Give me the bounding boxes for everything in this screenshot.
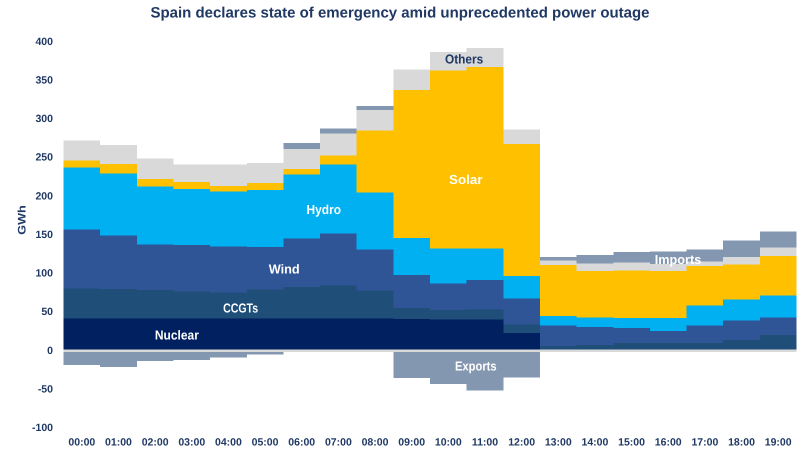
svg-text:15:00: 15:00 — [618, 436, 645, 448]
svg-text:Others: Others — [445, 52, 483, 67]
svg-text:10:00: 10:00 — [435, 436, 462, 448]
svg-text:07:00: 07:00 — [325, 436, 352, 448]
svg-text:04:00: 04:00 — [215, 436, 242, 448]
svg-text:03:00: 03:00 — [178, 436, 205, 448]
svg-text:Solar: Solar — [449, 172, 483, 187]
svg-text:Nuclear: Nuclear — [155, 327, 199, 342]
svg-text:05:00: 05:00 — [252, 436, 279, 448]
svg-text:100: 100 — [35, 268, 53, 280]
svg-text:06:00: 06:00 — [288, 436, 315, 448]
svg-text:300: 300 — [35, 113, 53, 125]
svg-text:16:00: 16:00 — [655, 436, 682, 448]
svg-text:Hydro: Hydro — [307, 202, 342, 217]
svg-text:09:00: 09:00 — [398, 436, 425, 448]
svg-text:13:00: 13:00 — [545, 436, 572, 448]
svg-text:00:00: 00:00 — [68, 436, 95, 448]
svg-text:0: 0 — [47, 345, 53, 357]
svg-text:400: 400 — [35, 36, 53, 48]
svg-text:01:00: 01:00 — [105, 436, 132, 448]
svg-text:18:00: 18:00 — [728, 436, 755, 448]
svg-text:19:00: 19:00 — [765, 436, 792, 448]
svg-text:11:00: 11:00 — [472, 436, 498, 448]
svg-text:-50: -50 — [38, 383, 53, 395]
svg-text:250: 250 — [35, 152, 53, 164]
svg-text:Spain declares state of emerge: Spain declares state of emergency amid u… — [151, 5, 650, 22]
svg-text:150: 150 — [35, 229, 53, 241]
svg-text:17:00: 17:00 — [691, 436, 718, 448]
svg-text:CCGTs: CCGTs — [223, 301, 258, 316]
svg-text:Imports: Imports — [655, 252, 702, 267]
svg-text:14:00: 14:00 — [581, 436, 608, 448]
svg-text:50: 50 — [41, 306, 53, 318]
svg-text:02:00: 02:00 — [142, 436, 169, 448]
svg-text:12:00: 12:00 — [508, 436, 535, 448]
svg-text:350: 350 — [35, 74, 53, 86]
svg-text:GWh: GWh — [17, 205, 29, 235]
svg-text:200: 200 — [35, 190, 53, 202]
svg-text:08:00: 08:00 — [362, 436, 389, 448]
svg-text:-100: -100 — [32, 422, 53, 434]
svg-text:Exports: Exports — [455, 358, 497, 373]
svg-text:Wind: Wind — [269, 262, 300, 277]
